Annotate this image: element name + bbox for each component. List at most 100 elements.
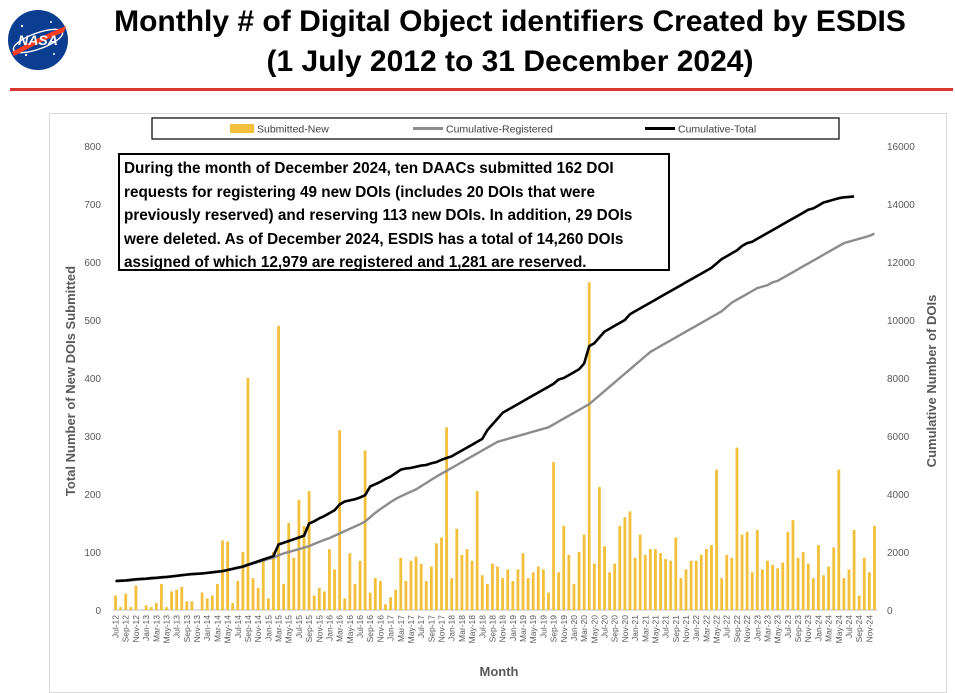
bar-submitted-new bbox=[725, 554, 729, 610]
bar-submitted-new bbox=[720, 578, 724, 610]
bar-submitted-new bbox=[205, 598, 209, 610]
x-tick-label: May-15 bbox=[284, 615, 294, 644]
bar-submitted-new bbox=[567, 554, 571, 610]
x-tick-label: Sep-22 bbox=[732, 615, 742, 643]
bar-submitted-new bbox=[277, 325, 280, 610]
x-tick-label: May-24 bbox=[834, 615, 844, 644]
bar-submitted-new bbox=[694, 560, 698, 610]
bar-submitted-new bbox=[338, 430, 342, 610]
x-tick-label: Nov-15 bbox=[314, 615, 324, 643]
bar-submitted-new bbox=[827, 566, 831, 610]
bar-submitted-new bbox=[801, 552, 805, 610]
x-tick-label: Jul-23 bbox=[783, 615, 793, 638]
bar-submitted-new bbox=[159, 583, 163, 610]
bar-submitted-new bbox=[440, 537, 443, 610]
bar-submitted-new bbox=[394, 589, 398, 610]
bar-submitted-new bbox=[261, 560, 265, 610]
logo-text: NASA bbox=[18, 32, 58, 48]
bar-submitted-new bbox=[613, 563, 617, 610]
y2-tick-label: 2000 bbox=[887, 548, 910, 559]
bar-submitted-new bbox=[292, 557, 296, 610]
bar-submitted-new bbox=[435, 543, 438, 610]
bar-submitted-new bbox=[557, 572, 561, 610]
bar-submitted-new bbox=[485, 583, 489, 610]
x-tick-label: Nov-23 bbox=[803, 615, 813, 643]
bars-layer bbox=[114, 282, 876, 610]
bar-submitted-new bbox=[562, 525, 566, 610]
x-tick-label: Sep-17 bbox=[426, 615, 436, 643]
bar-submitted-new bbox=[404, 581, 408, 610]
bar-submitted-new bbox=[511, 581, 515, 610]
bar-submitted-new bbox=[358, 560, 362, 610]
x-tick-label: Jan-21 bbox=[630, 615, 640, 641]
summary-annotation: During the month of December 2024, ten D… bbox=[118, 153, 670, 271]
bar-submitted-new bbox=[582, 534, 586, 610]
x-tick-label: Jul-24 bbox=[844, 615, 854, 638]
y-tick-label: 0 bbox=[95, 606, 101, 617]
legend-label: Cumulative-Total bbox=[678, 124, 756, 136]
bar-submitted-new bbox=[470, 560, 474, 610]
x-tick-label: May-23 bbox=[773, 615, 783, 644]
ticks-layer: 0100200300400500600700800020004000600080… bbox=[84, 142, 915, 643]
bar-submitted-new bbox=[587, 282, 591, 610]
y-axis-label: Total Number of New DOIs Submitted bbox=[63, 266, 78, 496]
bar-submitted-new bbox=[266, 598, 270, 610]
bar-submitted-new bbox=[373, 578, 377, 610]
bar-submitted-new bbox=[638, 534, 642, 610]
title-line-1: Monthly # of Digital Object identifiers … bbox=[114, 5, 906, 38]
x-tick-label: May-22 bbox=[712, 615, 722, 644]
bar-submitted-new bbox=[811, 578, 815, 610]
bar-submitted-new bbox=[735, 447, 739, 610]
x-tick-label: Nov-22 bbox=[742, 615, 752, 643]
y2-tick-label: 16000 bbox=[887, 142, 915, 153]
bar-submitted-new bbox=[389, 597, 392, 610]
bar-submitted-new bbox=[221, 540, 224, 610]
bar-submitted-new bbox=[384, 604, 387, 610]
bar-submitted-new bbox=[852, 529, 856, 610]
bar-submitted-new bbox=[776, 568, 780, 610]
bar-submitted-new bbox=[531, 572, 535, 610]
bar-submitted-new bbox=[628, 511, 632, 610]
x-tick-label: Jul-18 bbox=[477, 615, 487, 638]
line-cumulative-total bbox=[115, 195, 855, 583]
bar-submitted-new bbox=[745, 531, 749, 610]
x-tick-label: Mar-21 bbox=[640, 615, 650, 642]
line-cumulative-registered bbox=[115, 232, 875, 583]
bar-submitted-new bbox=[771, 564, 774, 610]
x-tick-label: Jan-15 bbox=[263, 615, 273, 641]
page-title: Monthly # of Digital Object identifiers … bbox=[90, 2, 930, 82]
bar-submitted-new bbox=[231, 603, 235, 610]
y2-tick-label: 14000 bbox=[887, 200, 915, 211]
bar-submitted-new bbox=[465, 549, 469, 610]
bar-submitted-new bbox=[643, 554, 647, 610]
x-tick-label: Jan-16 bbox=[325, 615, 335, 641]
x-tick-label: May-13 bbox=[162, 615, 172, 644]
bar-submitted-new bbox=[526, 578, 530, 610]
x-tick-label: Jan-22 bbox=[691, 615, 701, 641]
x-tick-label: Jul-19 bbox=[538, 615, 548, 638]
bar-submitted-new bbox=[842, 578, 846, 610]
bar-submitted-new bbox=[786, 531, 790, 610]
bar-submitted-new bbox=[475, 491, 479, 610]
y2-tick-label: 10000 bbox=[887, 316, 915, 327]
bar-submitted-new bbox=[246, 378, 250, 610]
bar-submitted-new bbox=[618, 525, 622, 610]
x-tick-label: Mar-16 bbox=[335, 615, 345, 642]
bar-submitted-new bbox=[608, 572, 612, 610]
bar-submitted-new bbox=[200, 592, 204, 610]
x-tick-label: May-19 bbox=[528, 615, 538, 644]
x-tick-label: Mar-14 bbox=[212, 615, 222, 642]
bar-submitted-new bbox=[633, 557, 637, 610]
bar-submitted-new bbox=[450, 578, 454, 610]
bar-submitted-new bbox=[190, 601, 194, 610]
bar-submitted-new bbox=[689, 560, 693, 610]
x-tick-label: Sep-23 bbox=[793, 615, 803, 643]
y-tick-label: 500 bbox=[84, 316, 101, 327]
x-tick-label: Sep-15 bbox=[304, 615, 314, 643]
bar-submitted-new bbox=[592, 563, 596, 610]
legend-label: Submitted-New bbox=[257, 124, 329, 136]
nasa-meatball-logo-icon: NASA bbox=[8, 10, 68, 70]
bar-submitted-new bbox=[409, 560, 413, 610]
bar-submitted-new bbox=[715, 469, 718, 610]
bar-submitted-new bbox=[648, 549, 652, 610]
